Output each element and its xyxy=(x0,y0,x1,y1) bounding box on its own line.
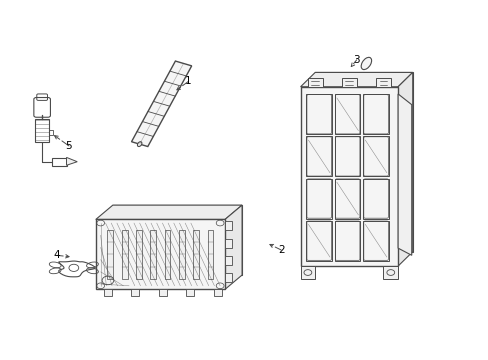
Text: 4: 4 xyxy=(53,250,60,260)
Polygon shape xyxy=(300,87,397,266)
Polygon shape xyxy=(224,205,242,289)
Polygon shape xyxy=(300,72,412,87)
Bar xyxy=(334,179,360,219)
Bar xyxy=(35,119,49,142)
Polygon shape xyxy=(300,266,315,279)
Polygon shape xyxy=(315,72,412,252)
Bar xyxy=(334,94,360,134)
Bar xyxy=(363,179,388,219)
Bar xyxy=(306,136,331,176)
Polygon shape xyxy=(66,157,77,165)
Text: 3: 3 xyxy=(353,55,359,65)
Polygon shape xyxy=(224,239,232,248)
Text: 5: 5 xyxy=(65,141,72,151)
Polygon shape xyxy=(150,230,156,279)
Polygon shape xyxy=(383,266,397,279)
Bar xyxy=(306,94,331,134)
Polygon shape xyxy=(136,230,142,279)
Bar xyxy=(334,136,360,176)
Ellipse shape xyxy=(137,142,142,147)
Bar xyxy=(363,94,388,134)
Bar xyxy=(363,136,388,176)
Polygon shape xyxy=(224,221,232,230)
Polygon shape xyxy=(375,78,390,87)
Bar xyxy=(49,130,53,135)
Polygon shape xyxy=(96,205,242,220)
Polygon shape xyxy=(193,230,199,279)
Polygon shape xyxy=(213,289,221,296)
Polygon shape xyxy=(207,230,213,279)
Polygon shape xyxy=(159,289,166,296)
Ellipse shape xyxy=(361,57,371,69)
Bar xyxy=(363,221,388,261)
Text: 2: 2 xyxy=(277,245,284,255)
Polygon shape xyxy=(307,78,322,87)
Polygon shape xyxy=(96,220,224,289)
Polygon shape xyxy=(107,230,113,279)
Polygon shape xyxy=(104,289,112,296)
Polygon shape xyxy=(397,94,411,255)
Bar xyxy=(306,179,331,219)
Text: 1: 1 xyxy=(185,76,191,86)
Polygon shape xyxy=(224,273,232,282)
Polygon shape xyxy=(164,230,170,279)
Polygon shape xyxy=(113,205,242,275)
Polygon shape xyxy=(341,78,356,87)
Polygon shape xyxy=(122,230,127,279)
Polygon shape xyxy=(179,230,184,279)
Bar xyxy=(334,221,360,261)
Polygon shape xyxy=(131,289,139,296)
Bar xyxy=(306,221,331,261)
Polygon shape xyxy=(131,61,191,147)
Bar xyxy=(52,158,66,166)
Polygon shape xyxy=(186,289,194,296)
Polygon shape xyxy=(397,72,412,266)
Polygon shape xyxy=(224,256,232,265)
